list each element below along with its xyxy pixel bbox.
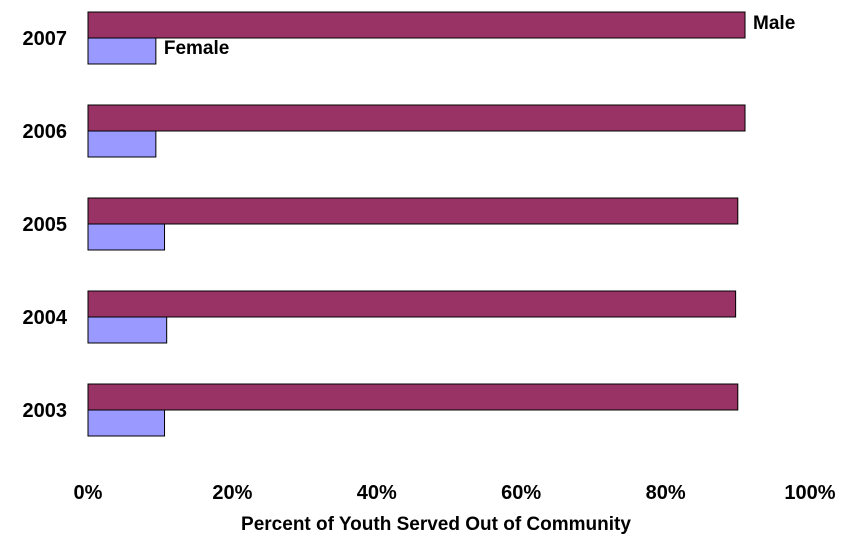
bar-female-2007 xyxy=(87,37,157,65)
x-tick-label: 80% xyxy=(646,482,686,504)
bar-female-2006 xyxy=(87,130,157,158)
x-tick-label: 0% xyxy=(74,482,103,504)
bars-group xyxy=(87,11,746,437)
bar-female-2003 xyxy=(87,409,166,437)
bar-female-2005 xyxy=(87,223,166,251)
category-label-2005: 2005 xyxy=(23,214,68,236)
x-axis-title: Percent of Youth Served Out of Community xyxy=(241,514,631,535)
x-tick-label: 60% xyxy=(501,482,541,504)
x-tick-labels: 0% 20% 40% 60% 80% 100% xyxy=(74,482,836,504)
category-label-2006: 2006 xyxy=(23,121,68,143)
bar-male-2004 xyxy=(87,290,737,318)
category-labels: 2007 2006 2005 2004 2003 xyxy=(23,28,68,422)
bar-male-2007 xyxy=(87,11,746,39)
category-label-2004: 2004 xyxy=(23,307,68,329)
x-tick-label: 40% xyxy=(357,482,397,504)
series-label-female: Female xyxy=(164,38,229,59)
category-label-2003: 2003 xyxy=(23,400,68,422)
x-tick-label: 20% xyxy=(212,482,252,504)
bar-male-2005 xyxy=(87,197,739,225)
series-labels: Male Female xyxy=(164,13,795,59)
x-tick-label: 100% xyxy=(784,482,835,504)
series-label-male: Male xyxy=(753,13,795,34)
bar-male-2003 xyxy=(87,383,739,411)
category-label-2007: 2007 xyxy=(23,28,68,50)
bar-male-2006 xyxy=(87,104,746,132)
bar-female-2004 xyxy=(87,316,168,344)
